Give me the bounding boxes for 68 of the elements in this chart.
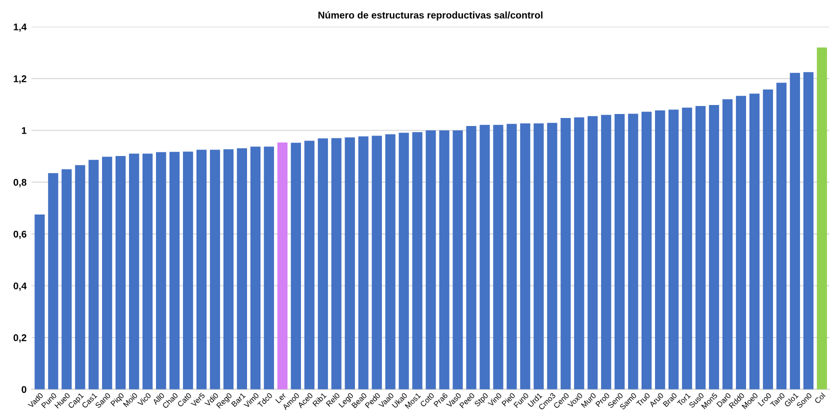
bar	[722, 99, 733, 390]
bar	[290, 142, 301, 390]
bar	[156, 152, 166, 390]
bar	[169, 152, 180, 390]
bar	[601, 114, 612, 390]
bar	[547, 122, 558, 390]
y-tick-label: 0,6	[14, 230, 26, 239]
bar	[682, 108, 692, 390]
y-tick-label: 0,2	[14, 334, 26, 343]
bar	[116, 156, 126, 390]
bar	[493, 124, 504, 390]
bar	[803, 72, 814, 390]
bar	[62, 169, 72, 390]
bar	[264, 146, 274, 390]
y-tick-label: 0,8	[14, 178, 26, 188]
bar	[102, 156, 112, 390]
bar	[790, 72, 800, 390]
bar	[708, 104, 720, 390]
bar	[816, 48, 827, 390]
bar	[196, 150, 207, 390]
bar	[75, 165, 86, 390]
bar	[236, 148, 248, 390]
bar	[34, 214, 45, 390]
bar	[277, 142, 288, 390]
bar	[668, 110, 679, 390]
bar	[642, 112, 652, 390]
bar	[655, 110, 666, 390]
bar	[749, 94, 760, 390]
bar	[480, 124, 490, 390]
bar	[318, 138, 328, 390]
bar	[588, 116, 598, 390]
bar	[304, 140, 314, 390]
bar	[736, 96, 746, 390]
bar	[88, 160, 99, 390]
bar	[776, 82, 787, 390]
bar	[628, 114, 638, 390]
bar	[560, 118, 571, 390]
bar	[466, 126, 476, 390]
y-tick-label: 0,4	[14, 282, 27, 291]
bar	[48, 173, 58, 390]
bar	[344, 137, 355, 390]
bar	[372, 136, 382, 390]
bar	[762, 89, 774, 390]
y-tick-label: 1,4	[14, 24, 27, 32]
y-tick-label: 1	[22, 127, 26, 134]
bar	[574, 117, 584, 390]
bar	[223, 149, 234, 390]
bar	[452, 130, 463, 390]
bar	[534, 123, 544, 390]
bar	[614, 114, 625, 390]
bar	[210, 150, 220, 390]
bar	[385, 134, 396, 390]
y-tick-label: 0	[22, 386, 26, 393]
y-tick-label: 1,2	[14, 75, 26, 84]
chart-title: Número de estructuras reproductivas sal/control	[318, 11, 542, 20]
bar	[331, 138, 342, 390]
bar	[142, 154, 153, 390]
bar	[182, 152, 194, 390]
bar	[426, 130, 436, 390]
bar	[439, 130, 450, 390]
bar	[358, 136, 368, 390]
bar	[129, 154, 140, 390]
bar	[250, 146, 261, 390]
bar	[398, 132, 409, 390]
bar	[506, 124, 517, 390]
bar	[695, 106, 706, 390]
bar	[520, 123, 530, 390]
bar	[412, 132, 422, 390]
